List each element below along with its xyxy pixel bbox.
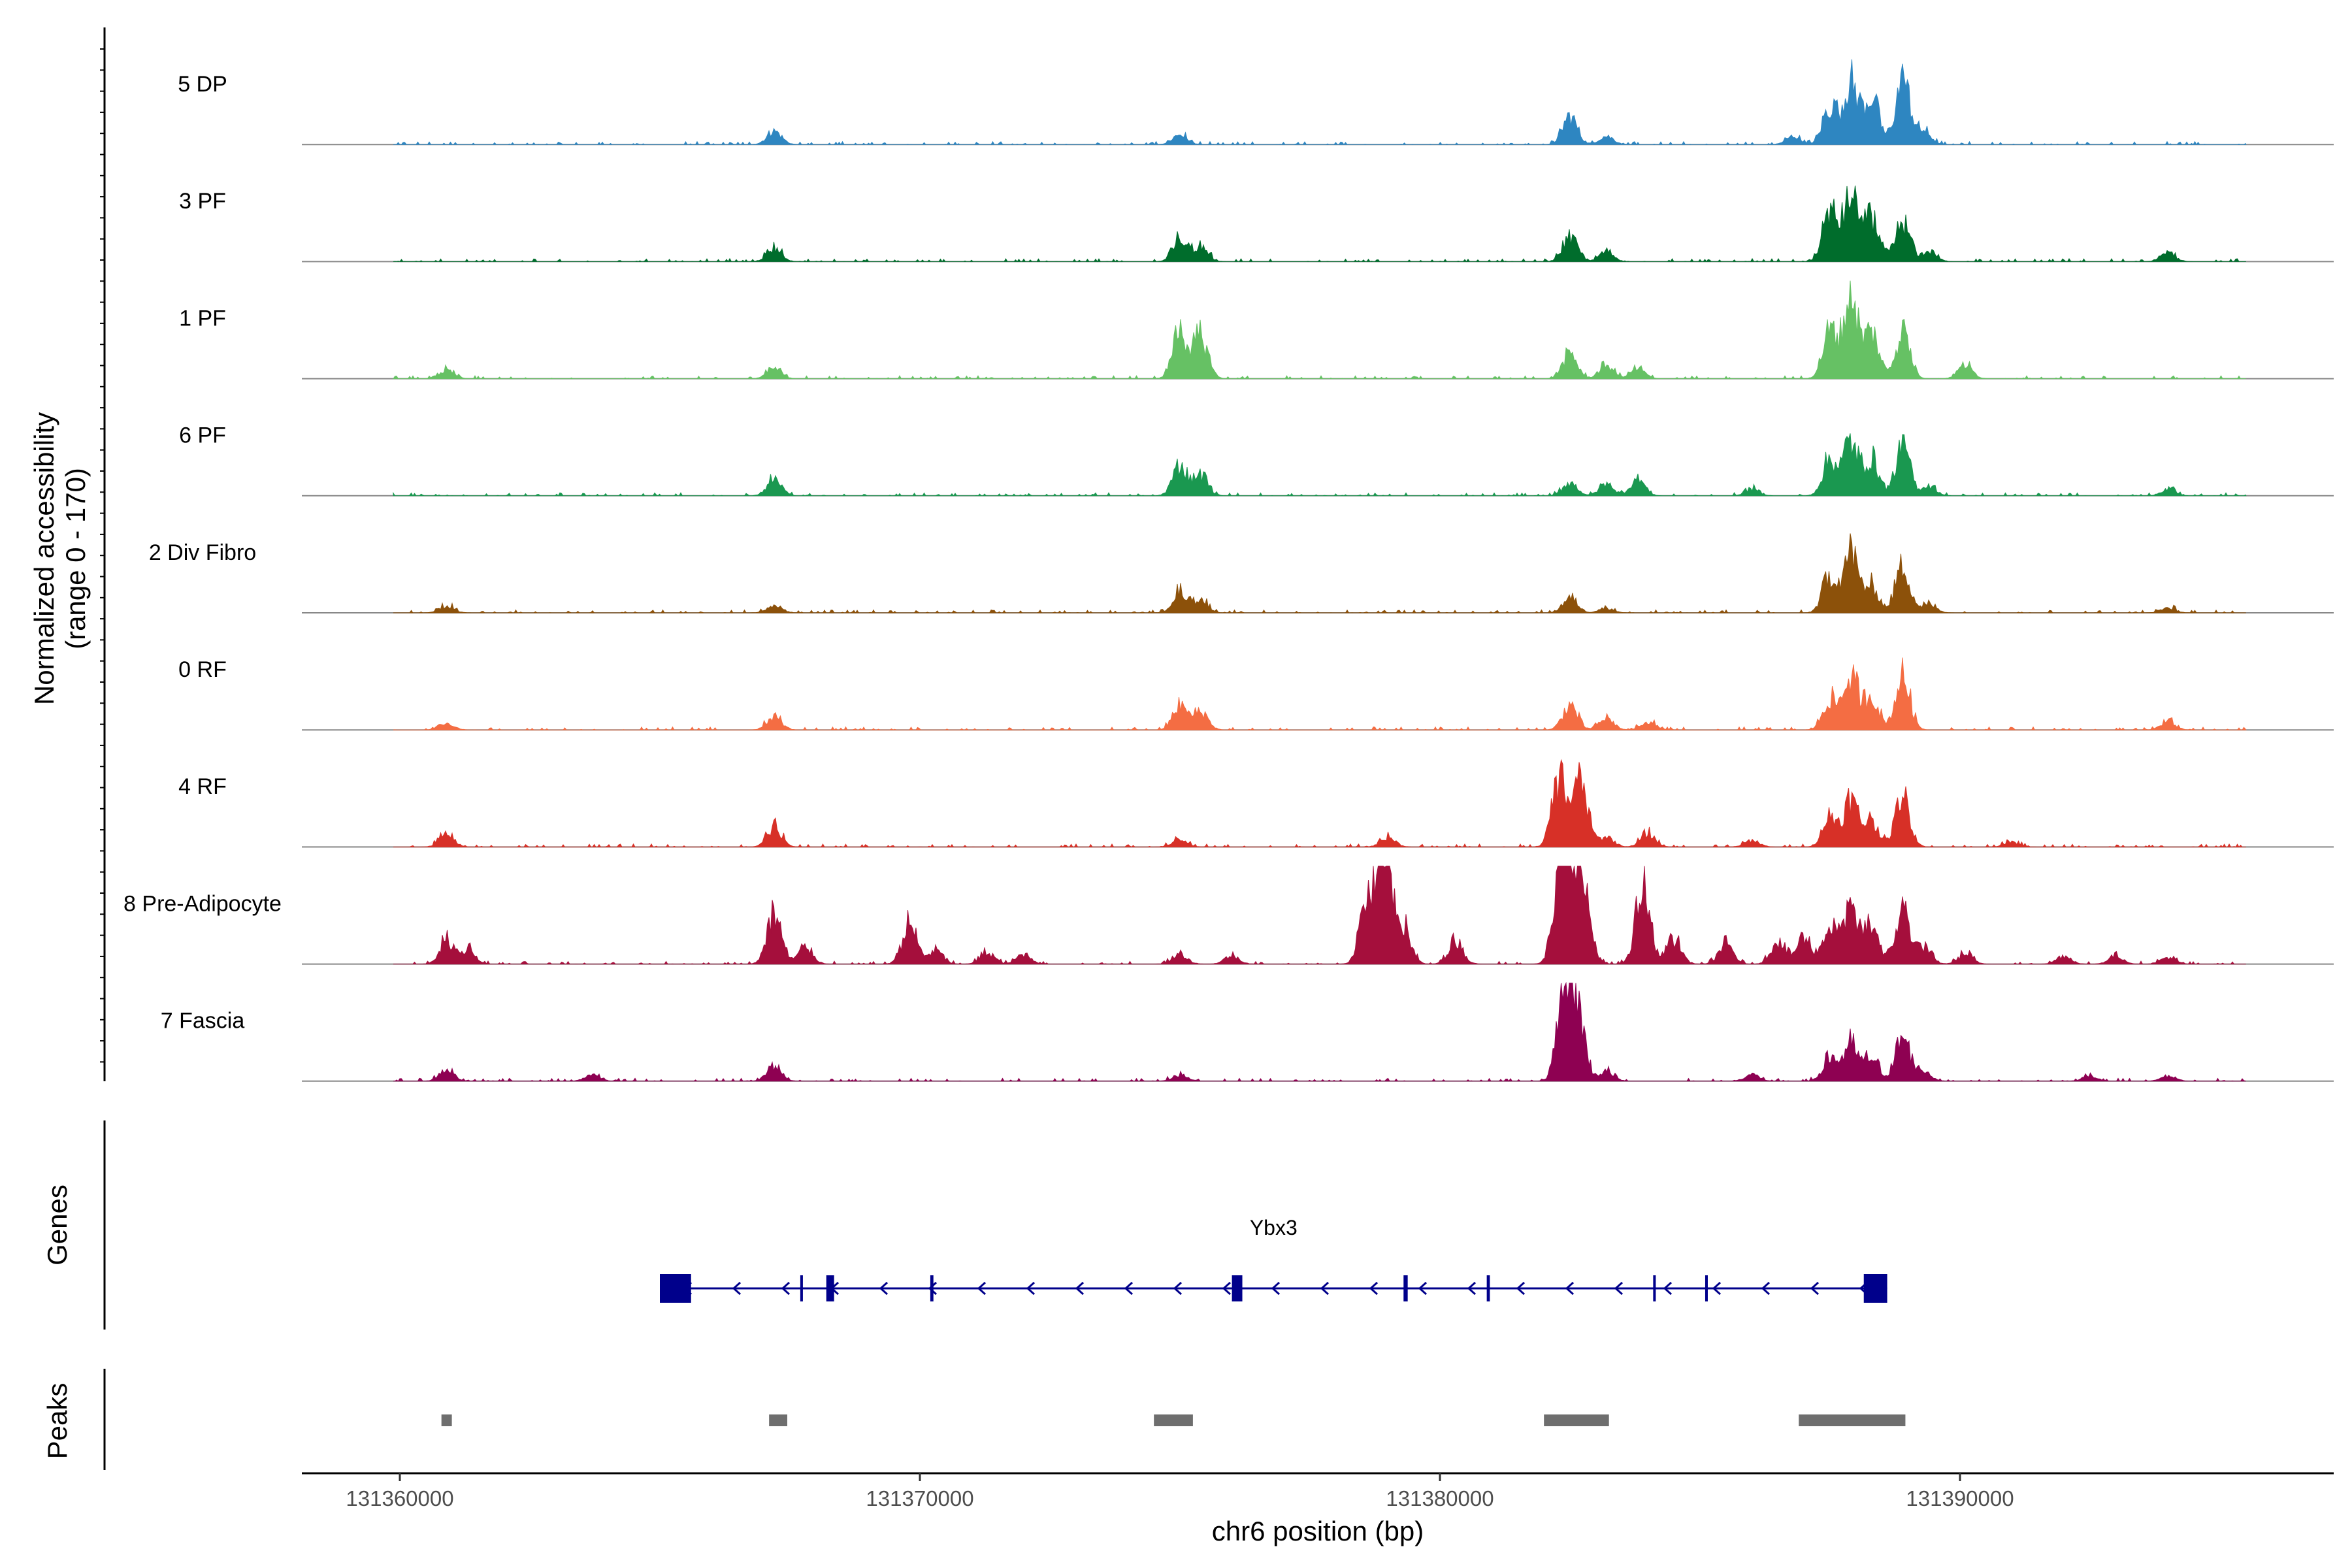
strand-arrow — [1271, 1281, 1281, 1296]
track-label: 1 PF — [179, 306, 226, 331]
genes-panel-title: Genes — [42, 1184, 73, 1266]
track-label: 6 PF — [179, 423, 226, 448]
exon — [1232, 1275, 1243, 1301]
coverage-area-2-div-fibro — [393, 533, 2246, 613]
strand-arrow — [781, 1281, 791, 1296]
track-label: 3 PF — [179, 189, 226, 214]
coverage-area-3-pf — [393, 186, 2246, 263]
peak-region — [441, 1414, 452, 1426]
strand-arrow — [1369, 1281, 1379, 1296]
strand-arrow — [879, 1281, 889, 1296]
peak-region — [1544, 1414, 1609, 1426]
coverage-area-0-rf — [393, 657, 2247, 731]
coverage-area-8-pre-adipocyte — [393, 866, 2246, 965]
exon — [930, 1275, 934, 1301]
exon — [1486, 1275, 1490, 1301]
x-axis-title: chr6 position (bp) — [1212, 1516, 1424, 1546]
strand-arrow — [1075, 1281, 1085, 1296]
peak-region — [1154, 1414, 1193, 1426]
track-5-dp: 5 DP — [178, 59, 2334, 146]
coverage-area-6-pf — [393, 433, 2247, 497]
strand-arrow — [1810, 1281, 1820, 1296]
exon — [660, 1274, 691, 1303]
peak-region — [769, 1414, 788, 1426]
track-label: 5 DP — [178, 72, 227, 97]
exon — [826, 1275, 834, 1301]
coverage-y-axis — [100, 27, 106, 1081]
strand-arrow — [1026, 1281, 1036, 1296]
strand-arrow — [977, 1281, 987, 1296]
coverage-area-7-fascia — [393, 981, 2246, 1082]
track-0-rf: 0 RF — [178, 657, 2334, 731]
coverage-area-5-dp — [393, 59, 2247, 146]
coverage-area-1-pf — [393, 280, 2246, 380]
strand-arrow — [1565, 1281, 1575, 1296]
track-label: 7 Fascia — [161, 1009, 245, 1034]
exon — [800, 1275, 803, 1301]
strand-arrow — [1614, 1281, 1624, 1296]
strand-arrow — [1222, 1281, 1232, 1296]
exon — [1403, 1275, 1408, 1301]
track-label: 0 RF — [178, 657, 227, 682]
x-tick-label: 131370000 — [866, 1486, 973, 1511]
exon — [1863, 1274, 1887, 1303]
track-8-pre-adipocyte: 8 Pre-Adipocyte — [123, 866, 2334, 965]
exon — [1653, 1275, 1656, 1301]
strand-arrow — [1663, 1281, 1673, 1296]
exon — [1705, 1275, 1708, 1301]
strand-arrow — [928, 1281, 938, 1296]
coverage-y-axis-ticks — [100, 48, 105, 1063]
strand-arrow — [1320, 1281, 1330, 1296]
strand-arrow — [1418, 1281, 1428, 1296]
x-axis: 131360000 131370000 131380000 131390000 — [302, 1472, 2334, 1511]
strand-arrow — [1761, 1281, 1771, 1296]
coverage-area-4-rf — [393, 759, 2246, 848]
strand-arrow — [1712, 1281, 1722, 1296]
track-label: 8 Pre-Adipocyte — [123, 891, 282, 916]
track-label: 4 RF — [178, 774, 227, 799]
strand-arrow — [1516, 1281, 1526, 1296]
strand-arrow — [1173, 1281, 1183, 1296]
strand-arrow — [732, 1281, 742, 1296]
peaks-track — [441, 1414, 1906, 1426]
y-axis-title-line2: (range 0 - 170) — [60, 468, 91, 649]
gene-track: Ybx3 — [660, 1216, 1887, 1303]
track-4-rf: 4 RF — [178, 759, 2334, 848]
x-axis-ticks: 131360000 131370000 131380000 131390000 — [346, 1473, 2014, 1511]
track-6-pf: 6 PF — [179, 423, 2334, 497]
strand-arrow — [1124, 1281, 1134, 1296]
gene-name-label: Ybx3 — [1250, 1216, 1298, 1239]
coverage-tracks: 5 DP 3 PF 1 PF 6 PF 2 Div Fibro 0 RF 4 RF 8 Pre… — [123, 59, 2334, 1082]
peaks-panel-title: Peaks — [42, 1383, 73, 1460]
track-1-pf: 1 PF — [179, 280, 2334, 380]
peak-region — [1799, 1414, 1906, 1426]
strand-arrow — [1467, 1281, 1477, 1296]
track-7-fascia: 7 Fascia — [161, 981, 2334, 1082]
x-tick-label: 131380000 — [1386, 1486, 1494, 1511]
track-2-div-fibro: 2 Div Fibro — [149, 533, 2334, 613]
track-label: 2 Div Fibro — [149, 540, 256, 565]
track-3-pf: 3 PF — [179, 186, 2334, 263]
x-tick-label: 131390000 — [1906, 1486, 2014, 1511]
y-axis-title-line1: Normalized accessibility — [29, 412, 59, 705]
x-tick-label: 131360000 — [346, 1486, 453, 1511]
